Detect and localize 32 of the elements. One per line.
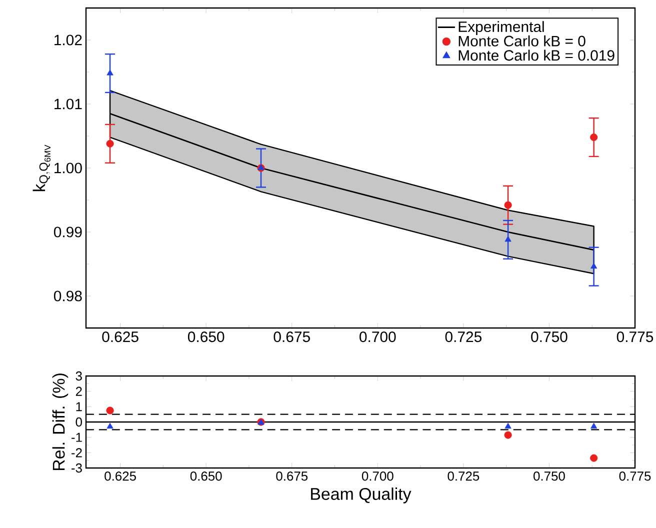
x-tick-label: 0.750 (534, 472, 565, 481)
legend-label: Experimental (458, 21, 544, 36)
y-tick-label: 0.99 (54, 226, 82, 238)
y-tick-label: -2 (72, 448, 82, 458)
x-tick-label: 0.650 (190, 472, 222, 481)
x-tick-label: 0.675 (276, 472, 308, 481)
x-tick-label: 0.700 (360, 332, 396, 342)
y-tick-label: -1 (72, 432, 82, 442)
y-tick-label: 3 (76, 371, 82, 381)
x-tick-label: 0.700 (362, 472, 394, 481)
x-tick-label: 0.675 (274, 332, 310, 342)
y-axis-title: $\mathrm{k}_{\mathrm{Q,Q}_{\mathrm{6MV}}}$ (32, 144, 51, 192)
y-tick-label: 2 (76, 386, 82, 396)
y-tick-label: 1 (76, 402, 82, 412)
x-tick-label: 0.625 (102, 332, 138, 342)
x-tick-label: 0.725 (445, 332, 482, 342)
y-tick-label: -3 (72, 463, 82, 473)
x-tick-label: 0.775 (616, 332, 654, 342)
x-tick-label: 0.625 (104, 472, 136, 481)
legend-label: Monte Carlo kB = 0.019 (458, 50, 614, 61)
y-tick-label: 0.98 (54, 290, 82, 302)
y-tick-label: 0 (76, 417, 82, 427)
y-tick-label: 1.02 (54, 34, 82, 46)
y-axis-title: Rel. Diff. (%) (52, 374, 68, 470)
x-tick-label: 0.650 (188, 332, 224, 342)
x-tick-label: 0.750 (531, 332, 568, 342)
y-tick-label: 1.00 (54, 162, 82, 174)
y-tick-label: 1.01 (54, 98, 82, 110)
x-tick-label: 0.725 (448, 472, 480, 481)
x-axis-title: Beam Quality (311, 488, 412, 504)
x-tick-label: 0.775 (619, 472, 651, 481)
legend-label: Monte Carlo kB = 0 (458, 35, 586, 46)
